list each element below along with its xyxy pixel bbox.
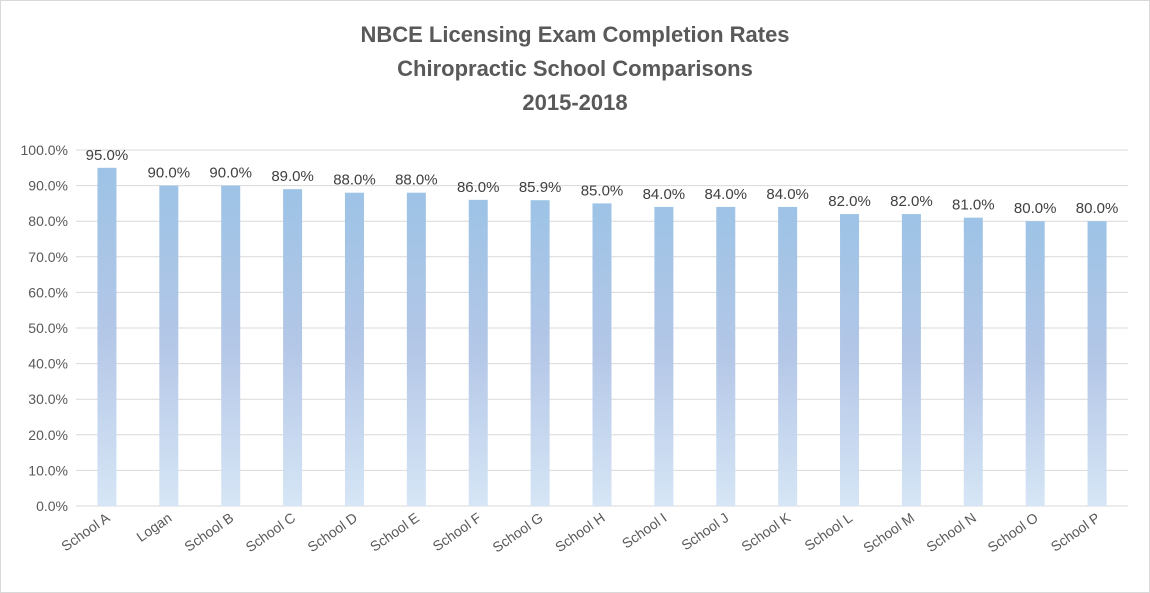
data-label: 80.0% [1014,200,1057,217]
data-label: 88.0% [395,172,438,189]
bar [592,203,612,506]
bar [901,214,921,506]
x-tick-label: School L [801,509,855,553]
data-label: 80.0% [1076,200,1119,217]
y-tick-label: 30.0% [28,391,68,407]
data-label: 84.0% [704,186,747,203]
data-label: 89.0% [271,168,314,185]
data-label: 82.0% [890,193,933,210]
y-tick-label: 50.0% [28,320,68,336]
y-tick-label: 20.0% [28,427,68,443]
data-label: 85.0% [581,182,624,199]
bar [654,206,674,506]
chart-title-line-3: 2015-2018 [522,90,628,115]
y-axis-tick-labels: 0.0% 10.0% 20.0% 30.0% 40.0% 50.0% 60.0% 70.0% 8… [21,142,68,514]
bar [406,192,426,506]
y-tick-label: 70.0% [28,249,68,265]
x-tick-label: School H [552,509,608,555]
bars [97,167,1107,507]
bar [530,200,550,507]
x-tick-label: School J [678,509,731,553]
x-tick-label: School G [489,509,545,555]
data-label: 90.0% [148,165,191,182]
bar [1025,221,1045,506]
data-label: 95.0% [86,147,129,164]
data-label: 85.9% [519,179,562,196]
x-tick-label: School F [430,509,484,554]
x-tick-label: School M [860,509,917,556]
bar [221,185,241,506]
bar [716,206,736,506]
data-label: 88.0% [333,172,376,189]
y-tick-label: 10.0% [28,462,68,478]
bar [159,185,179,506]
data-label: 81.0% [952,197,995,214]
bar [344,192,364,506]
x-tick-label: School P [1048,509,1103,554]
x-tick-label: School K [738,509,794,555]
x-tick-label: School C [243,509,299,555]
x-tick-label: School N [923,509,979,555]
y-tick-label: 90.0% [28,178,68,194]
x-tick-label: School O [985,509,1041,555]
bar [283,189,303,506]
x-tick-label: School I [619,509,670,551]
x-axis-tick-labels: School A Logan School B School C School D Sch… [58,509,1103,556]
x-tick-label: School D [304,509,360,555]
y-tick-label: 60.0% [28,284,68,300]
x-tick-label: Logan [133,509,174,544]
x-tick-label: School B [181,509,236,554]
data-label: 90.0% [209,165,252,182]
chart-title: NBCE Licensing Exam Completion Rates Chi… [0,18,1150,120]
x-tick-label: School E [367,509,422,554]
y-tick-label: 100.0% [21,142,68,158]
data-label: 84.0% [766,186,809,203]
bar [963,217,983,506]
data-label: 82.0% [828,193,871,210]
data-label: 86.0% [457,179,500,196]
bar [1087,221,1107,506]
y-tick-label: 40.0% [28,356,68,372]
bar [778,206,798,506]
bar [840,214,860,506]
y-tick-label: 80.0% [28,213,68,229]
x-tick-label: School A [58,509,113,554]
data-label: 84.0% [643,186,686,203]
bar [468,199,488,506]
bar [97,167,117,507]
chart-title-line-1: NBCE Licensing Exam Completion Rates [360,22,790,47]
data-labels: 95.0% 90.0% 90.0% 89.0% 88.0% 88.0% 86.0% 85.9%… [86,147,1119,217]
chart-title-line-2: Chiropractic School Comparisons [397,56,753,81]
y-tick-label: 0.0% [36,498,68,514]
